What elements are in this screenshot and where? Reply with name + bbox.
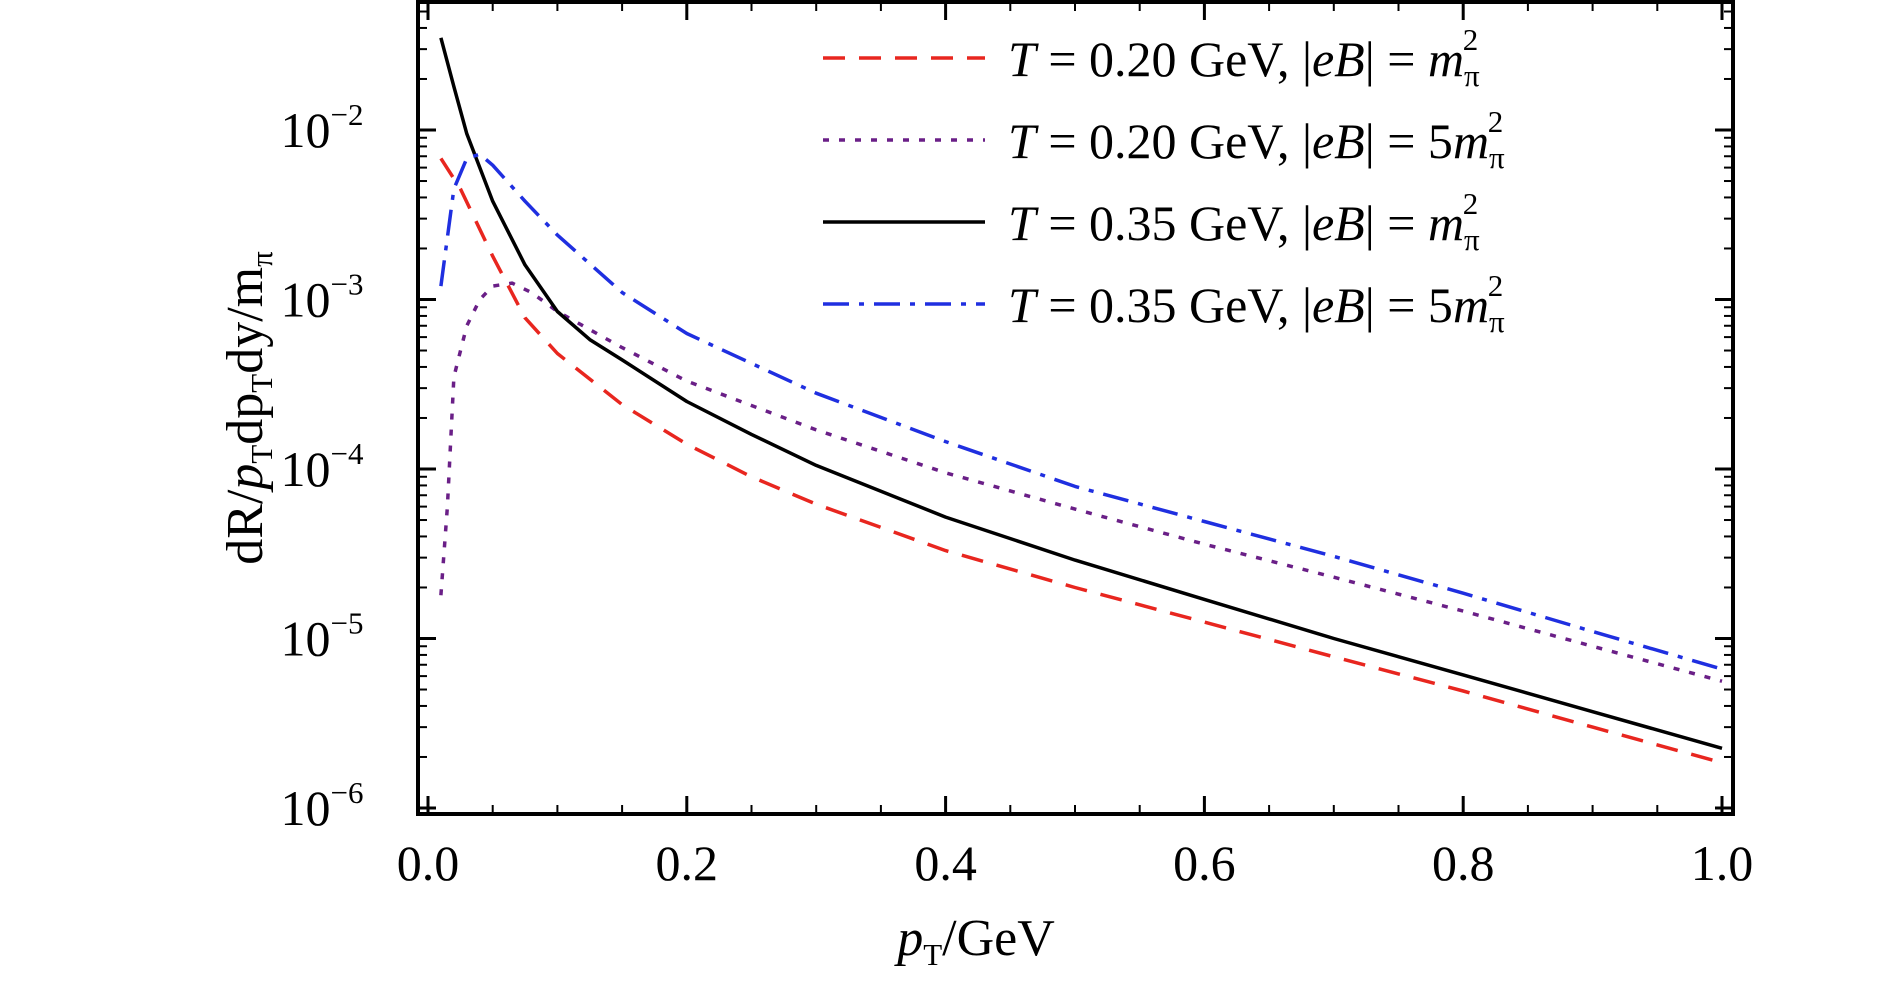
y-tick-label: 10−6	[281, 775, 364, 836]
x-tick-label: 1.0	[1691, 835, 1754, 891]
x-axis-label-rest: /GeV	[942, 910, 1055, 967]
x-tick-label: 0.4	[914, 835, 977, 891]
y-major-ticks: 10−6 10−5 10−4 10−3 10−2	[281, 97, 1733, 836]
series-layer	[439, 37, 1723, 765]
y-axis-label-part-4: T	[244, 374, 279, 393]
series-line-0	[439, 157, 1723, 765]
y-axis-label-part-3: dp	[217, 393, 274, 445]
legend-label-1: T = 0.20 GeV, |eB| = 5mπ2	[1008, 104, 1505, 175]
y-tick-label: 10−4	[281, 436, 364, 497]
series-line-3	[439, 152, 1723, 671]
series-line-2	[439, 37, 1723, 750]
x-axis-ticks: 0.0 0.2 0.4 0.6 0.8 1.0	[397, 2, 1754, 891]
x-axis-label-main: p	[893, 910, 923, 967]
x-tick-label: 0.6	[1173, 835, 1236, 891]
y-minor-ticks	[418, 10, 1733, 758]
legend-label-0: T = 0.20 GeV, |eB| = mπ2	[1008, 22, 1480, 93]
y-axis-label-part-6: π	[244, 251, 279, 267]
x-tick-label: 0.0	[397, 835, 460, 891]
y-axis-label-part-5: dy/m	[217, 267, 274, 374]
y-tick-label: 10−3	[281, 267, 364, 328]
x-axis-label-sub: T	[923, 937, 942, 972]
legend: T = 0.20 GeV, |eB| = mπ2 T = 0.20 GeV, |e…	[823, 22, 1505, 339]
y-tick-label: 10−2	[281, 97, 364, 158]
legend-label-2: T = 0.35 GeV, |eB| = mπ2	[1008, 186, 1480, 257]
x-tick-label: 0.2	[656, 835, 719, 891]
y-axis-label: dR/pTdpTdy/mπ	[217, 251, 279, 565]
y-tick-label: 10−5	[281, 606, 364, 667]
series-line-1	[439, 281, 1723, 683]
y-axis-label-part-1: p	[217, 464, 274, 494]
x-axis-label: pT/GeV	[893, 910, 1055, 972]
y-axis-label-part-0: dR/	[217, 489, 274, 565]
x-tick-label: 0.8	[1432, 835, 1495, 891]
legend-label-3: T = 0.35 GeV, |eB| = 5mπ2	[1008, 268, 1505, 339]
y-axis-label-part-2: T	[244, 445, 279, 464]
